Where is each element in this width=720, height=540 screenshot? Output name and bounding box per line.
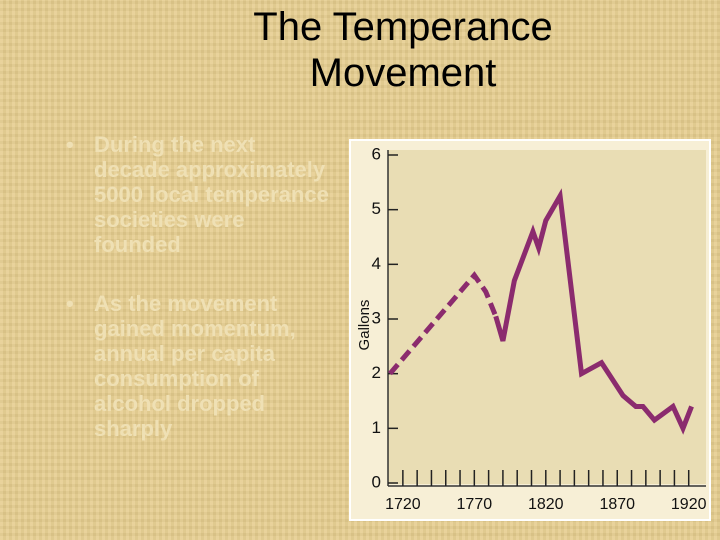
slide-title: The Temperance Movement — [253, 5, 553, 95]
x-tick-label: 1820 — [528, 496, 564, 513]
data-line — [388, 271, 499, 376]
y-tick-label: 4 — [372, 254, 381, 273]
y-axis-label: Gallons — [356, 300, 373, 351]
y-tick-label: 0 — [372, 472, 381, 491]
y-tick-label: 5 — [372, 199, 381, 218]
y-tick-label: 1 — [372, 418, 381, 437]
x-tick-label: 1770 — [457, 496, 493, 513]
bullet: During the next decade approximately 500… — [62, 132, 334, 257]
bullet: As the movement gained momentum, annual … — [62, 291, 334, 441]
bullet-list: During the next decade approximately 500… — [62, 132, 334, 475]
x-tick-label: 1920 — [671, 496, 707, 513]
y-tick-label: 6 — [372, 144, 381, 163]
y-tick-label: 3 — [372, 308, 381, 327]
x-tick-label: 1870 — [599, 496, 635, 513]
data-line — [493, 188, 694, 435]
y-tick-label: 2 — [372, 363, 381, 382]
x-tick-label: 1720 — [385, 496, 421, 513]
